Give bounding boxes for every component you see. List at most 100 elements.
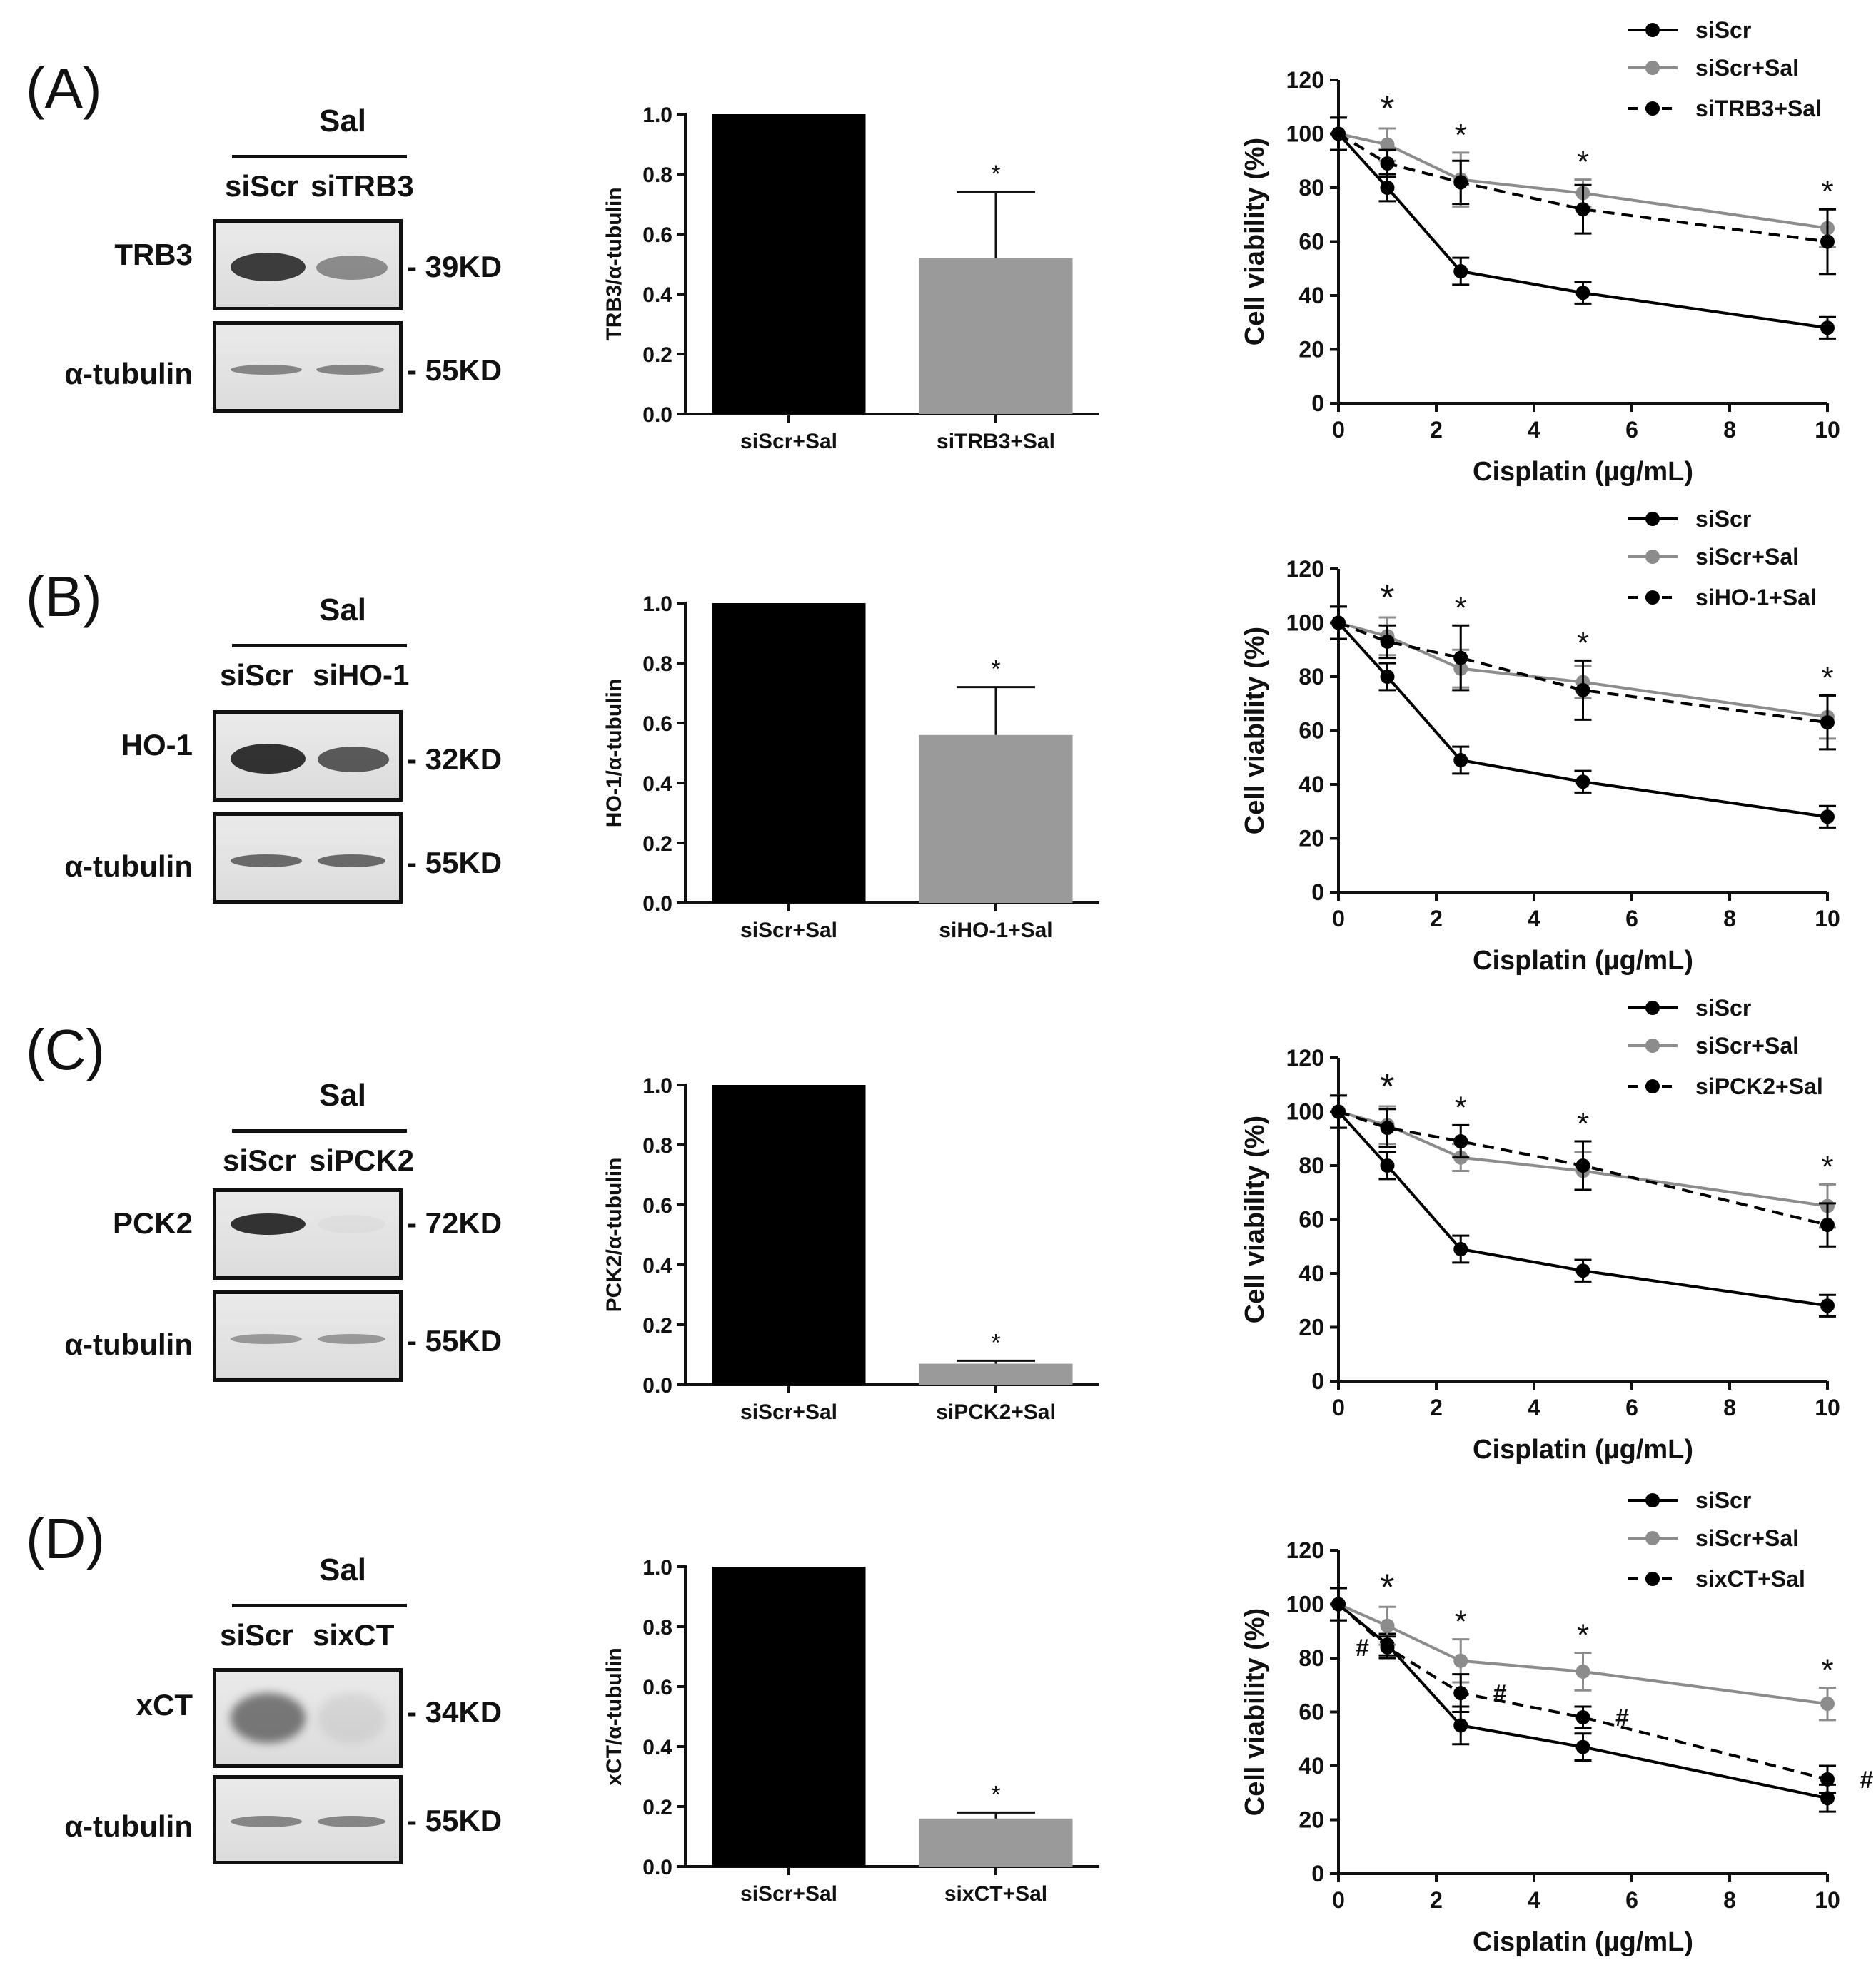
- data-point: [1380, 1618, 1395, 1633]
- protein-blot-box: [213, 1188, 403, 1280]
- y-tick-label: 0: [1311, 1861, 1324, 1886]
- data-point: [1820, 1697, 1835, 1712]
- data-point: [1575, 1739, 1590, 1754]
- data-point: [1575, 1158, 1590, 1173]
- y-tick-label: 0.6: [642, 1194, 672, 1218]
- series-line-3: [1338, 1110, 1828, 1226]
- y-tick-label: 0.2: [642, 1796, 672, 1819]
- data-point: [1380, 181, 1395, 195]
- data-point: [1575, 682, 1590, 697]
- tubulin-band-lane-1: [231, 854, 302, 867]
- data-point: [1453, 650, 1468, 665]
- data-point: [1331, 615, 1346, 630]
- y-tick-label: 40: [1298, 283, 1324, 308]
- data-point: [1380, 670, 1395, 684]
- series-line-3: [1338, 621, 1828, 724]
- y-tick-label: 80: [1298, 1645, 1324, 1671]
- y-tick-label: 0.4: [642, 1254, 672, 1278]
- protein-band-lane-2: [318, 1693, 385, 1743]
- y-tick-label: 1.0: [642, 103, 672, 127]
- x-tick-label: 8: [1723, 906, 1736, 931]
- bar-chart-b: 0.0 0.2 0.4 0.6 0.8 1.0 HO-1/α-tubulin siScr+Sa…: [602, 592, 1099, 942]
- x-tick-label: 10: [1815, 417, 1840, 443]
- data-point: [1453, 753, 1468, 768]
- x-tick-label: 6: [1625, 1887, 1638, 1913]
- panel-label-c: (C): [26, 1018, 106, 1081]
- significance-star: *: [1455, 118, 1467, 153]
- protein-label: TRB3: [114, 238, 193, 271]
- tubulin-band-lane-2: [316, 365, 384, 375]
- protein-kd-label: - 34KD: [407, 1695, 503, 1729]
- data-point: [1380, 137, 1395, 152]
- significance-star: *: [991, 656, 1000, 683]
- x-tick-label: 8: [1723, 1887, 1736, 1913]
- protein-band-lane-1: [231, 1213, 306, 1235]
- tubulin-blot-box: [213, 1290, 403, 1382]
- x-tick-label: 6: [1625, 1395, 1638, 1420]
- bar-chart-d: 0.0 0.2 0.4 0.6 0.8 1.0 xCT/α-tubulin siScr+Sal…: [602, 1556, 1099, 1906]
- legend-marker: [1645, 1079, 1660, 1093]
- y-axis-label: TRB3/α-tubulin: [602, 187, 626, 340]
- bar-2: [919, 734, 1073, 903]
- tubulin-blot-box: [213, 812, 403, 904]
- lane-label-knockdown: siHO-1: [313, 658, 410, 692]
- western-blot-d: Sal siScr sixCT xCT - 34KD α-tubulin - 5…: [29, 1552, 528, 1952]
- data-point: [1453, 1653, 1468, 1668]
- data-point: [1331, 1104, 1346, 1119]
- y-tick-label: 120: [1286, 556, 1324, 582]
- x-tick-label: siPCK2+Sal: [936, 1400, 1056, 1424]
- y-tick-label: 100: [1286, 1592, 1324, 1617]
- y-tick-label: 0.4: [642, 772, 672, 796]
- tubulin-kd-label: - 55KD: [407, 1324, 503, 1358]
- data-point: [1453, 1242, 1468, 1257]
- x-axis-label: Cisplatin (µg/mL): [1473, 946, 1693, 976]
- x-tick-label: 0: [1332, 1887, 1345, 1913]
- y-axis-label: Cell viability (%): [1240, 138, 1270, 345]
- significance-star: *: [1577, 1106, 1589, 1141]
- legend-label: siScr+Sal: [1695, 1525, 1799, 1551]
- legend-label: sixCT+Sal: [1695, 1566, 1805, 1592]
- x-tick-label: siHO-1+Sal: [939, 919, 1052, 942]
- sal-label: Sal: [318, 592, 367, 627]
- tubulin-band-lane-2: [318, 854, 385, 867]
- data-point: [1380, 1121, 1395, 1136]
- legend-marker: [1645, 1531, 1660, 1545]
- x-tick-label: siScr+Sal: [740, 430, 837, 453]
- legend-label: siScr: [1695, 995, 1751, 1021]
- x-tick-label: 0: [1332, 906, 1345, 931]
- y-tick-label: 0.2: [642, 1314, 672, 1338]
- data-point: [1380, 1158, 1395, 1173]
- legend-label: siScr+Sal: [1695, 544, 1799, 570]
- tubulin-label: α-tubulin: [64, 357, 193, 390]
- significance-star: *: [1455, 1090, 1467, 1125]
- tubulin-band-lane-2: [318, 1816, 385, 1827]
- y-tick-label: 0.6: [642, 223, 672, 247]
- tubulin-band-lane-1: [231, 1816, 302, 1827]
- significance-star: *: [991, 161, 1000, 188]
- data-point: [1453, 1134, 1468, 1149]
- data-point: [1575, 202, 1590, 217]
- tubulin-label: α-tubulin: [64, 849, 193, 883]
- legend-label: siPCK2+Sal: [1695, 1074, 1823, 1099]
- x-tick-label: 4: [1528, 1887, 1540, 1913]
- hash-mark: #: [1356, 1635, 1369, 1662]
- bar-1: [712, 603, 866, 903]
- significance-star: *: [1455, 590, 1467, 625]
- x-tick-label: 4: [1528, 417, 1540, 443]
- data-point: [1453, 1718, 1468, 1733]
- y-tick-label: 120: [1286, 1537, 1324, 1563]
- tubulin-label: α-tubulin: [64, 1328, 193, 1361]
- x-tick-label: 10: [1815, 1395, 1840, 1420]
- legend-marker: [1645, 1572, 1660, 1586]
- panel-label-a: (A): [26, 56, 102, 120]
- y-tick-label: 120: [1286, 1045, 1324, 1071]
- tubulin-kd-label: - 55KD: [407, 846, 503, 879]
- x-tick-label: 2: [1430, 1395, 1443, 1420]
- data-point: [1380, 634, 1395, 649]
- significance-star: *: [1821, 1653, 1833, 1688]
- x-tick-label: sixCT+Sal: [944, 1882, 1047, 1906]
- y-tick-label: 100: [1286, 1099, 1324, 1125]
- protein-band-lane-2: [318, 747, 389, 772]
- x-tick-label: 0: [1332, 417, 1345, 443]
- tubulin-kd-label: - 55KD: [407, 1804, 503, 1837]
